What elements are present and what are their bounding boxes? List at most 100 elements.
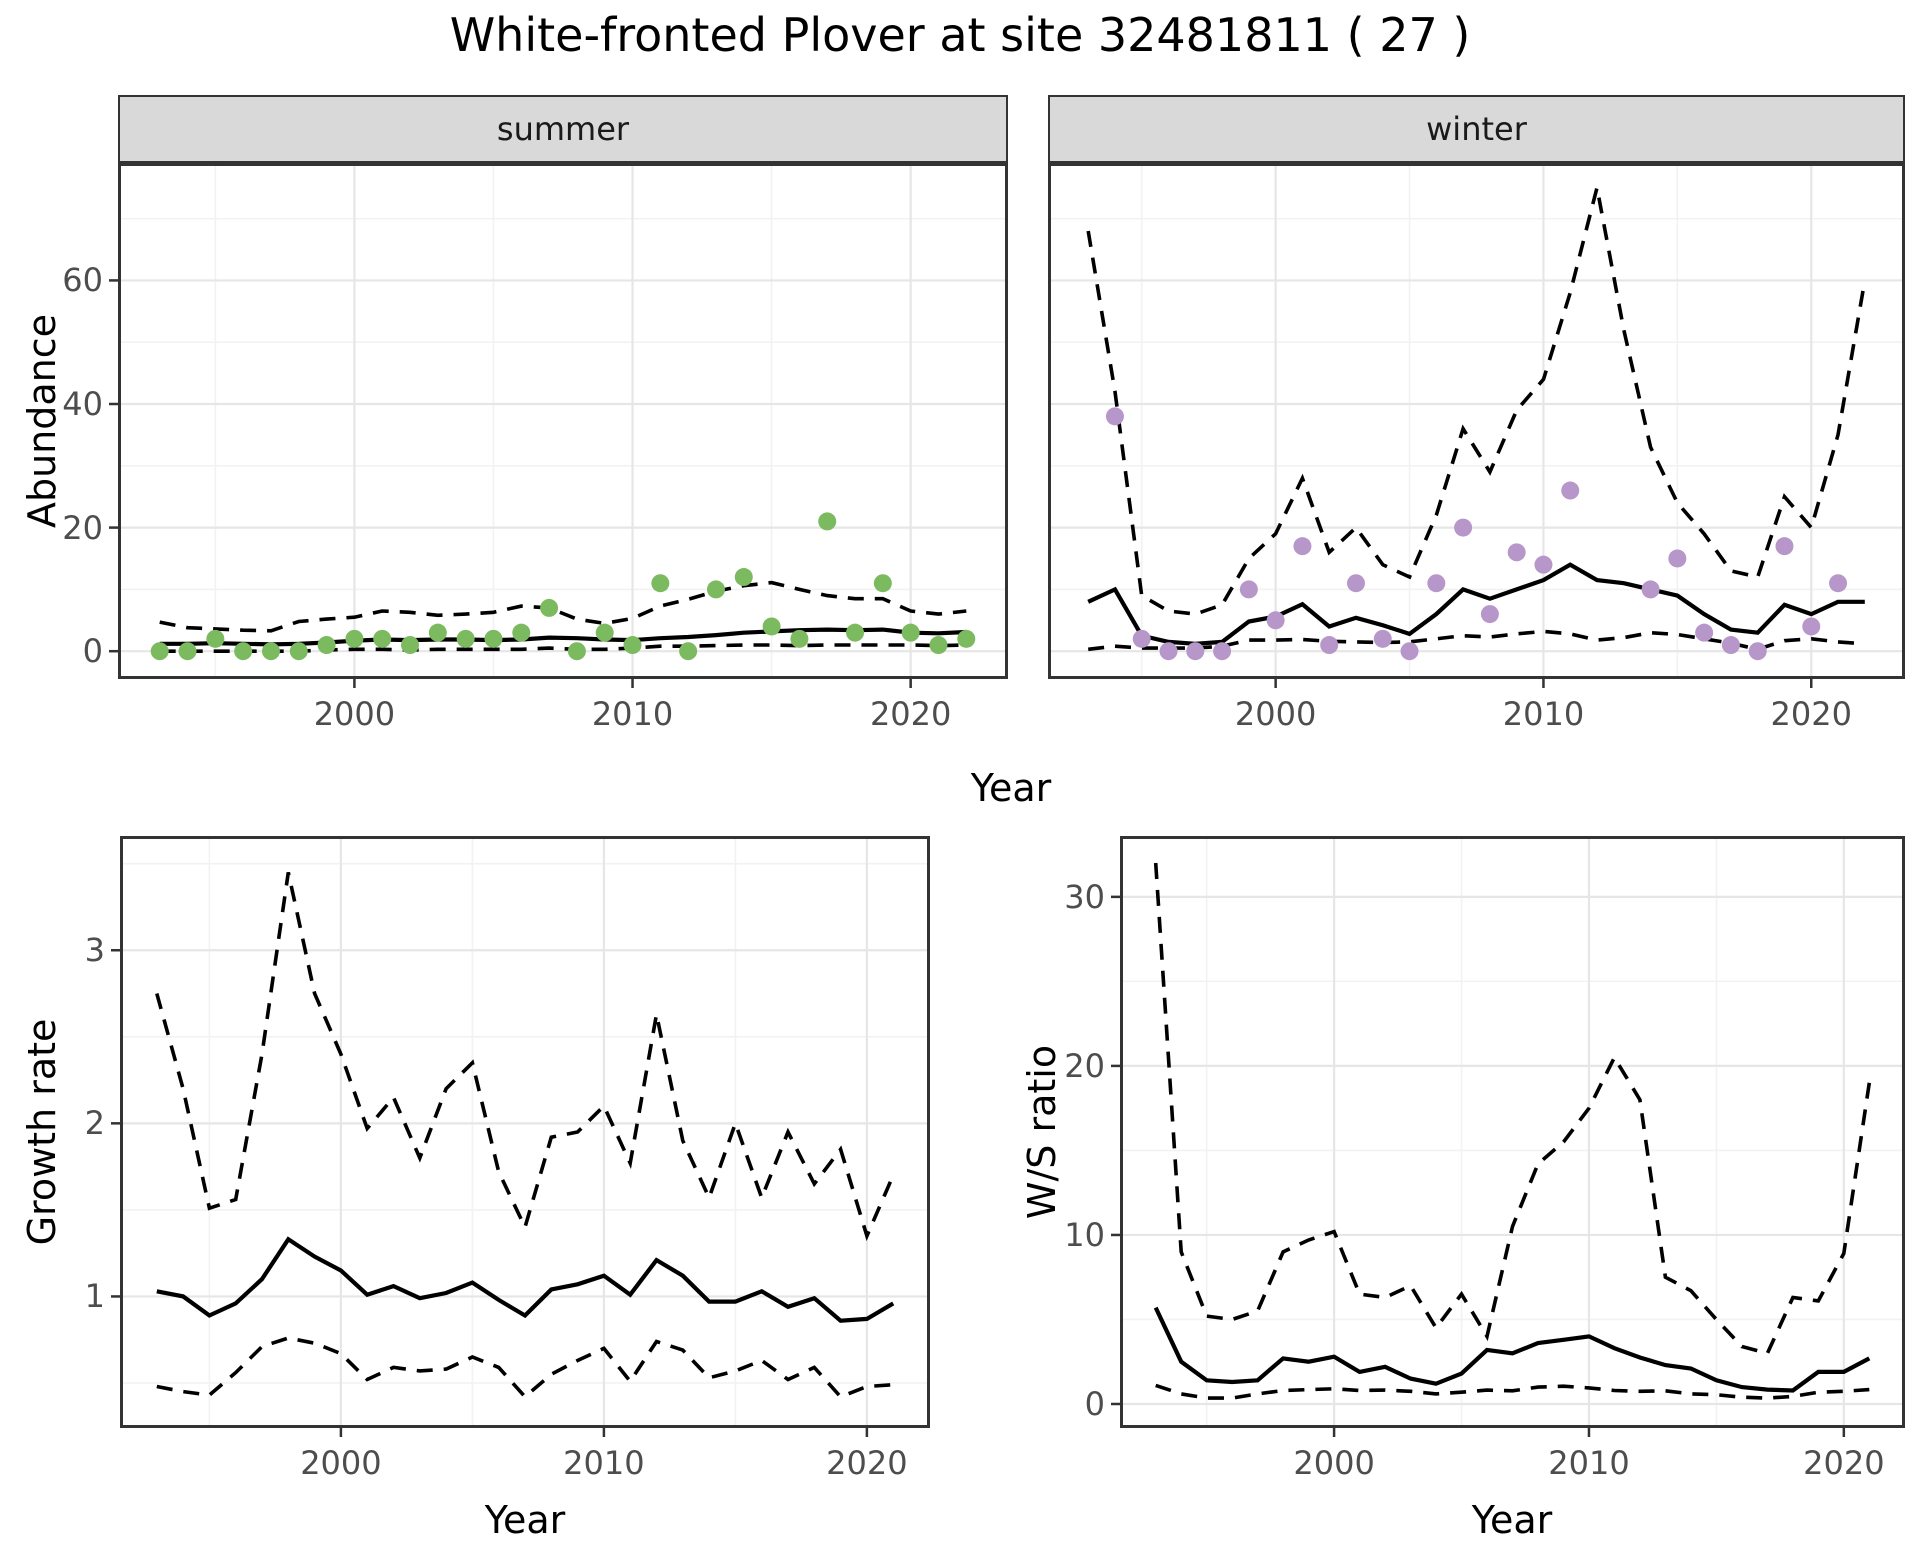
- data-point: [1346, 574, 1365, 593]
- x-tick-label: 2000: [300, 1444, 382, 1482]
- data-point: [1454, 518, 1473, 537]
- data-point: [957, 629, 976, 648]
- data-point: [1320, 636, 1339, 655]
- data-point: [1159, 642, 1178, 661]
- y-tick-label: 30: [1064, 877, 1105, 916]
- data-point: [1373, 629, 1392, 648]
- x-tick-label: 2020: [1770, 695, 1852, 733]
- panel-growth: [111, 836, 930, 1437]
- data-point: [150, 642, 169, 661]
- lower-ci-line: [1155, 1383, 1870, 1400]
- data-point: [1668, 549, 1687, 568]
- data-point: [1775, 537, 1794, 556]
- data-point: [289, 642, 308, 661]
- data-point: [1480, 605, 1499, 624]
- y-tick-label: 2: [84, 1104, 105, 1143]
- lower-ci-line: [1087, 629, 1865, 652]
- data-point: [540, 598, 559, 617]
- y-tick-label: 0: [1084, 1384, 1105, 1423]
- data-point: [762, 617, 781, 636]
- data-point: [456, 629, 475, 648]
- data-point: [512, 623, 531, 642]
- x-tick-label: 2010: [563, 1444, 645, 1482]
- data-point: [234, 642, 253, 661]
- panel-border: [1120, 836, 1905, 1428]
- data-point: [401, 636, 420, 655]
- upper-ci-line: [155, 872, 895, 1242]
- upper-ci-line: [159, 580, 967, 633]
- upper-ci-line: [1153, 862, 1872, 1356]
- y-tick-label: 40: [62, 385, 103, 423]
- x-tick-label: 2010: [1548, 1444, 1630, 1482]
- data-point: [1400, 642, 1419, 661]
- data-point: [929, 636, 948, 655]
- y-tick-label: 20: [62, 508, 103, 547]
- data-point: [1695, 623, 1714, 642]
- data-point: [651, 574, 670, 593]
- facet-strip-summer: summer: [118, 95, 1008, 163]
- data-point: [1105, 407, 1124, 426]
- data-point: [206, 629, 225, 648]
- x-axis-title-year-top: Year: [970, 766, 1052, 810]
- data-point: [1561, 481, 1580, 500]
- panel-summer: [109, 163, 1008, 688]
- y-axis-title-growth-rate: Growth rate: [20, 1018, 64, 1246]
- data-point: [1641, 580, 1660, 599]
- y-axis-title-ws-ratio: W/S ratio: [1020, 1044, 1064, 1220]
- data-point: [818, 512, 837, 531]
- x-tick-label: 2020: [869, 695, 952, 733]
- data-point: [1186, 642, 1205, 661]
- x-tick-label: 2010: [591, 695, 674, 733]
- median-line: [156, 1236, 895, 1323]
- facet-strip-winter: winter: [1048, 95, 1905, 163]
- panel-border: [118, 163, 1008, 679]
- facet-strip-summer-label: summer: [496, 110, 630, 148]
- x-axis-title-year-growth: Year: [484, 1498, 566, 1542]
- data-point: [1427, 574, 1446, 593]
- data-point: [373, 629, 392, 648]
- data-point: [1534, 555, 1553, 574]
- y-tick-label: 3: [84, 931, 105, 970]
- data-point: [1213, 642, 1232, 661]
- data-point: [428, 623, 447, 642]
- data-point: [1507, 543, 1526, 562]
- y-tick-label: 60: [62, 261, 103, 300]
- panel-winter: [1048, 163, 1905, 688]
- y-tick-label: 20: [1064, 1046, 1105, 1085]
- data-point: [846, 623, 865, 642]
- data-point: [1721, 636, 1740, 655]
- median-line: [1087, 562, 1865, 646]
- upper-ci-line: [1086, 187, 1867, 616]
- data-point: [317, 636, 336, 655]
- panel-ratio: [1111, 836, 1905, 1437]
- data-point: [623, 636, 642, 655]
- data-point: [1293, 537, 1312, 556]
- panel-border: [120, 836, 930, 1428]
- data-point: [345, 629, 364, 648]
- y-tick-label: 0: [82, 632, 103, 671]
- median-line: [1153, 1306, 1871, 1393]
- data-point: [567, 642, 586, 661]
- data-point: [706, 580, 725, 599]
- x-tick-label: 2000: [1293, 1444, 1375, 1482]
- lower-ci-line: [156, 1336, 894, 1400]
- median-line: [159, 627, 967, 647]
- data-point: [1132, 629, 1151, 648]
- x-tick-label: 2020: [826, 1444, 908, 1482]
- x-tick-label: 2020: [1803, 1444, 1885, 1482]
- data-point: [1266, 611, 1285, 630]
- data-point: [1802, 617, 1821, 636]
- facet-strip-winter-label: winter: [1426, 110, 1527, 148]
- x-tick-label: 2000: [313, 695, 396, 733]
- data-point: [261, 642, 280, 661]
- data-point: [901, 623, 920, 642]
- data-point: [734, 568, 753, 587]
- data-point: [1748, 642, 1767, 661]
- x-axis-title-year-ratio: Year: [1471, 1498, 1553, 1542]
- data-point: [790, 629, 809, 648]
- data-point: [873, 574, 892, 593]
- data-point: [178, 642, 197, 661]
- x-tick-label: 2000: [1234, 695, 1317, 733]
- y-tick-label: 10: [1064, 1215, 1105, 1254]
